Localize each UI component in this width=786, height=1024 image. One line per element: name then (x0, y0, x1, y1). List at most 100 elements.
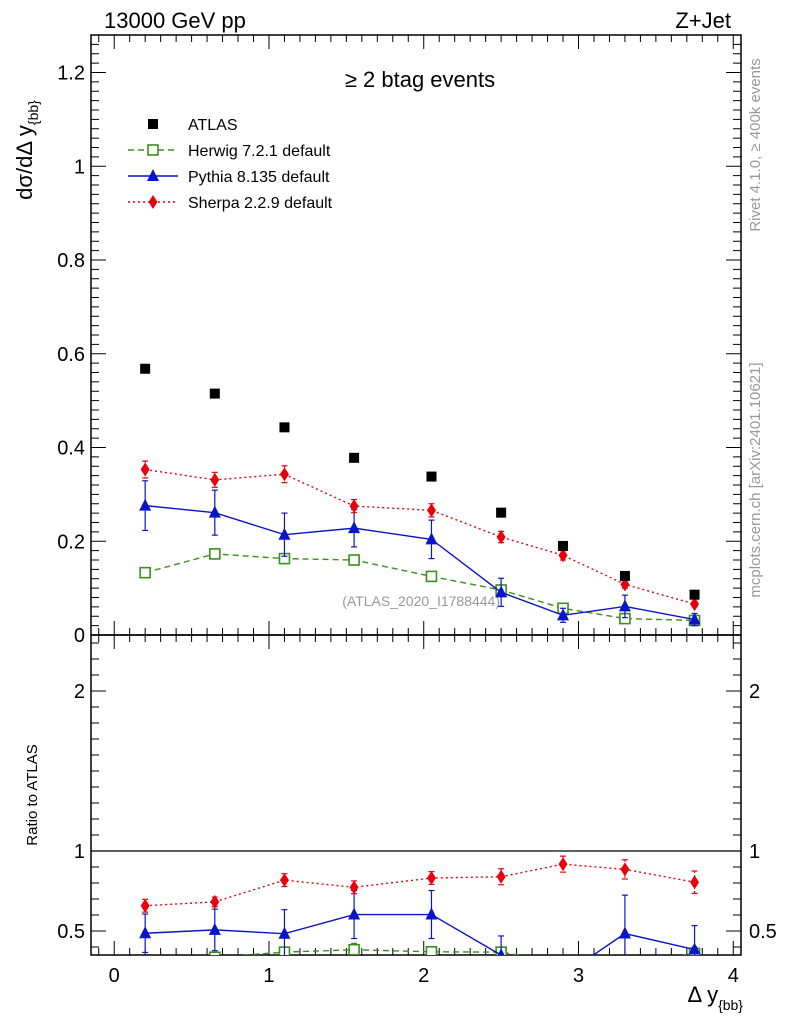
y-tick-label-ratio-right: 1 (749, 841, 760, 863)
herwig-point-ratio (209, 951, 221, 955)
y-tick-label-ratio: 2 (74, 681, 85, 703)
herwig-series-main (139, 548, 701, 627)
sherpa-series-main (140, 460, 700, 612)
sherpa-point-main (279, 467, 289, 482)
x-axis-label: Δ y{bb} (687, 982, 743, 1013)
atlas-point-main (689, 589, 700, 600)
sherpa-point-ratio (140, 898, 150, 913)
sherpa-point-ratio (279, 873, 289, 888)
herwig-point-ratio (558, 958, 568, 968)
atlas-point-main (140, 363, 151, 374)
legend-marker-sherpa (148, 195, 158, 209)
herwig-point-main (348, 554, 360, 566)
pythia-point-main (688, 612, 701, 625)
legend-marker-herwig (147, 144, 159, 156)
rivet-label: Rivet 4.1.0, ≥ 400k events (747, 58, 764, 231)
sherpa-line-main (145, 468, 695, 605)
pythia-point-main (618, 599, 631, 612)
y-tick-label-main: 1.2 (57, 63, 85, 85)
mcplots-label: mcplots.cern.ch [arXiv:2401.10621] (747, 362, 764, 597)
pythia-point-ratio (348, 907, 361, 920)
legend-label-pythia: Pythia 8.135 default (188, 169, 330, 186)
pythia-point-main (495, 585, 508, 598)
sherpa-point-main (426, 503, 436, 518)
y-tick-label-ratio-right: 2 (749, 681, 760, 703)
pythia-series-ratio (139, 889, 701, 981)
x-tick-label: 3 (573, 965, 584, 987)
legend: ATLAS Herwig 7.2.1 default Pythia 8.135 de… (128, 117, 333, 212)
x-tick-label: 4 (728, 965, 739, 987)
pythia-series-main (139, 480, 701, 627)
sherpa-point-ratio (690, 875, 700, 890)
sherpa-point-main (690, 597, 700, 612)
x-tick-label: 0 (109, 965, 120, 987)
atlas-point-main (279, 422, 290, 433)
herwig-point-ratio (140, 969, 150, 979)
y-axis-label-ratio: Ratio to ATLAS (24, 744, 41, 845)
header-right: Z+Jet (675, 8, 731, 33)
legend-marker-pythia (147, 169, 159, 181)
atlas-point-main (558, 540, 569, 551)
y-axis-label-main-sub: {bb} (25, 100, 41, 125)
sherpa-line-ratio (145, 863, 695, 907)
y-tick-label-ratio: 1 (74, 841, 85, 863)
legend-label-sherpa: Sherpa 2.2.9 default (188, 195, 333, 212)
sherpa-point-ratio (349, 880, 359, 895)
pythia-point-main (208, 505, 221, 518)
y-axis-label-main-text: dσ/dΔ y (12, 125, 37, 200)
ratio-panel-frame (90, 634, 742, 956)
legend-item-sherpa: Sherpa 2.2.9 default (128, 195, 333, 212)
herwig-point-main (139, 566, 151, 579)
pythia-point-main (348, 521, 361, 534)
atlas-point-main (426, 471, 437, 482)
legend-item-atlas: ATLAS (148, 117, 238, 134)
pythia-point-ratio (208, 922, 221, 935)
atlas-point-main (619, 570, 630, 581)
header-left: 13000 GeV pp (104, 8, 246, 33)
sherpa-point-ratio (496, 869, 506, 884)
ratio-series-layer (139, 855, 701, 981)
main-series-layer (139, 363, 701, 627)
herwig-point-main (425, 570, 438, 583)
sherpa-point-main (558, 548, 568, 563)
y-tick-label-main: 0.8 (57, 250, 85, 272)
pythia-point-main (557, 608, 570, 621)
x-axis-label-sub: {bb} (718, 997, 743, 1013)
sherpa-point-main (496, 530, 506, 545)
pythia-point-main (425, 532, 438, 545)
y-tick-label-main: 1 (74, 156, 85, 178)
x-tick-label: 1 (263, 965, 274, 987)
herwig-point-ratio (425, 945, 438, 955)
sherpa-point-main (140, 462, 150, 477)
pythia-point-ratio (557, 969, 569, 981)
herwig-line-main (144, 553, 695, 622)
sherpa-point-main (210, 472, 220, 487)
y-tick-label-main: 0.4 (57, 438, 85, 460)
pythia-point-main (139, 498, 152, 511)
pythia-point-ratio (618, 926, 631, 939)
atlas-point-main (349, 452, 360, 463)
herwig-point-ratio (620, 962, 630, 972)
sherpa-point-ratio (558, 857, 568, 872)
pythia-point-ratio (497, 948, 505, 955)
x-axis-label-text: Δ y (687, 982, 718, 1007)
sherpa-point-ratio (210, 894, 220, 909)
pythia-point-main (278, 527, 291, 540)
x-tick-label: 2 (418, 965, 429, 987)
axes-group: 0 1 2 3 4 0 0.2 0.4 0.6 0.8 1 1.2 0.5 0.5 1 1 2 2 (57, 34, 777, 987)
atlas-point-main (209, 388, 220, 399)
atlas-series-main (140, 363, 700, 600)
y-tick-label-main: 0.6 (57, 344, 85, 366)
sherpa-point-main (349, 499, 359, 514)
y-tick-label-ratio-right: 0.5 (749, 921, 777, 943)
herwig-point-ratio (348, 943, 360, 955)
y-tick-label-main: 0.2 (57, 531, 85, 553)
analysis-watermark: (ATLAS_2020_I1788444) (342, 593, 500, 609)
legend-label-atlas: ATLAS (188, 117, 238, 134)
y-axis-label-main: dσ/dΔ y{bb} (12, 100, 41, 200)
pythia-point-ratio (425, 907, 438, 920)
pythia-point-ratio (688, 942, 701, 955)
pythia-point-ratio (139, 926, 152, 939)
y-tick-label-main: 0 (74, 625, 85, 647)
